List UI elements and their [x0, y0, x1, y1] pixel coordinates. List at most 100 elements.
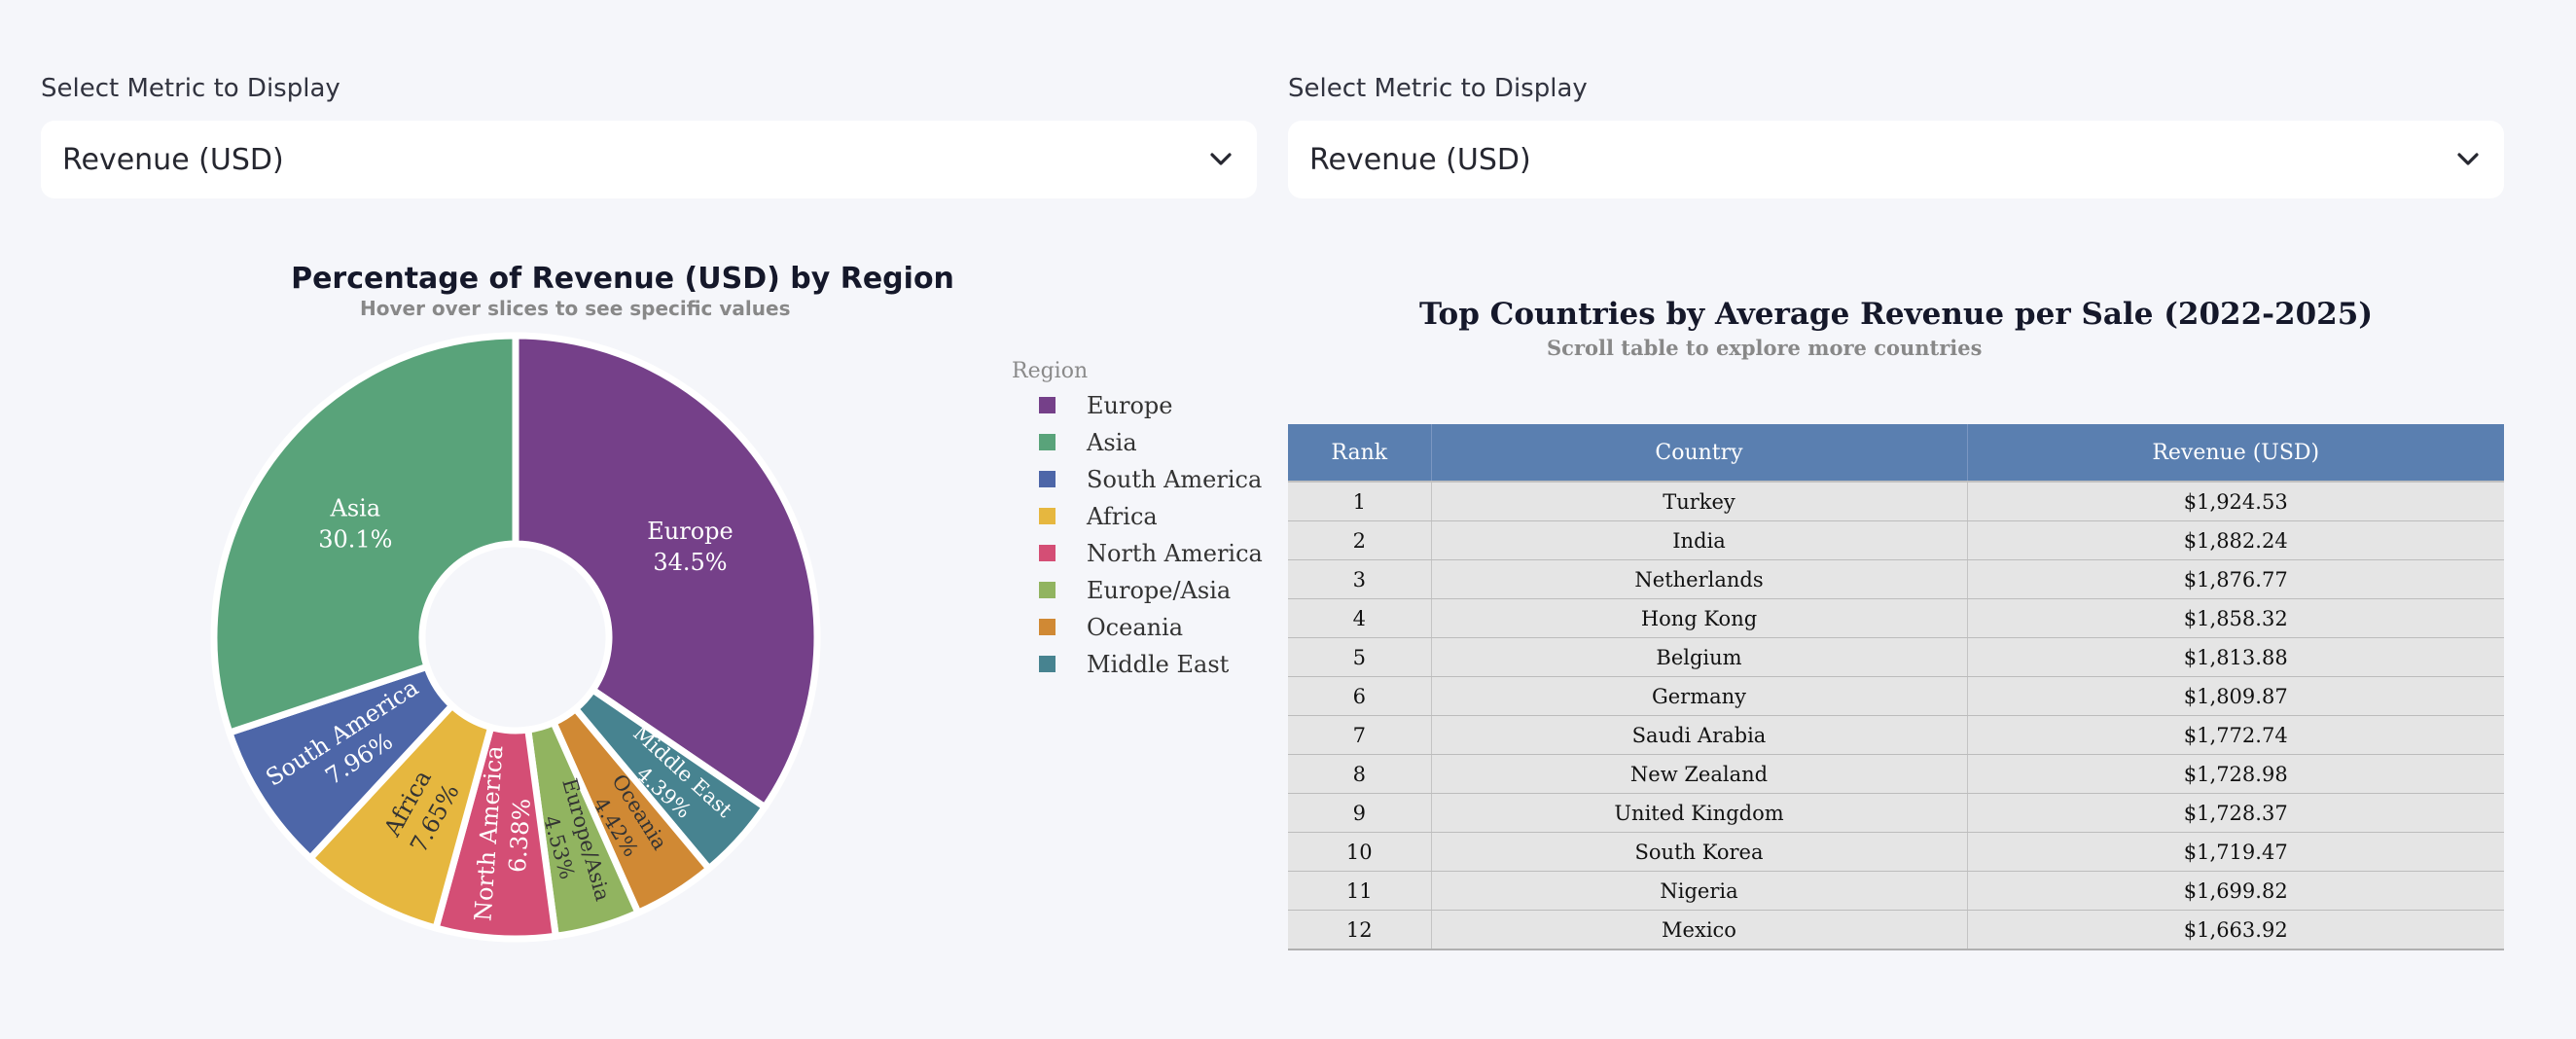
metric-select-left[interactable]: Revenue (USD) [41, 121, 1257, 198]
cell-revenue: $1,719.47 [1967, 832, 2504, 872]
slice-label: Asia 30.1% [318, 494, 392, 553]
cell-rank: 10 [1288, 832, 1432, 872]
legend-item-north-america[interactable]: North America [1039, 540, 1263, 567]
table-row[interactable]: 9 United Kingdom $1,728.37 [1288, 793, 2504, 833]
cell-rank: 7 [1288, 715, 1432, 755]
legend-label: Middle East [1087, 651, 1230, 678]
table-row[interactable]: 6 Germany $1,809.87 [1288, 676, 2504, 716]
cell-rank: 12 [1288, 910, 1432, 950]
legend-item-asia[interactable]: Asia [1039, 429, 1137, 456]
slice-label-percent: 6.38% [504, 798, 536, 874]
legend-label: Europe [1087, 392, 1172, 419]
table-subtitle: Scroll table to explore more countries [1547, 336, 1983, 360]
legend-item-africa[interactable]: Africa [1039, 503, 1158, 530]
cell-rank: 11 [1288, 871, 1432, 911]
cell-country: India [1431, 520, 1968, 560]
cell-country: United Kingdom [1431, 793, 1968, 833]
chevron-down-icon [1206, 145, 1235, 174]
table-row[interactable]: 4 Hong Kong $1,858.32 [1288, 598, 2504, 638]
chevron-down-icon [2453, 145, 2483, 174]
cell-revenue: $1,882.24 [1967, 520, 2504, 560]
cell-rank: 5 [1288, 637, 1432, 677]
cell-revenue: $1,728.37 [1967, 793, 2504, 833]
metric-select-value: Revenue (USD) [62, 142, 284, 177]
legend-label: South America [1087, 466, 1262, 493]
table-row[interactable]: 7 Saudi Arabia $1,772.74 [1288, 715, 2504, 755]
cell-country: Netherlands [1431, 559, 1968, 599]
legend-item-oceania[interactable]: Oceania [1039, 614, 1183, 641]
pie-slice-asia[interactable] [210, 332, 519, 737]
cell-country: New Zealand [1431, 754, 1968, 794]
column-header-revenue[interactable]: Revenue (USD) [1967, 424, 2504, 482]
legend-item-south-america[interactable]: South America [1039, 466, 1262, 493]
metric-select-value: Revenue (USD) [1309, 142, 1531, 177]
legend-swatch [1039, 397, 1055, 413]
legend-swatch [1039, 582, 1055, 598]
region-donut-chart: Percentage of Revenue (USD) by Region Ho… [0, 243, 1284, 973]
legend-label: Asia [1086, 429, 1137, 456]
column-header-rank[interactable]: Rank [1288, 424, 1432, 482]
legend-title: Region [1012, 359, 1088, 383]
metric-select-label-left: Select Metric to Display [41, 74, 340, 103]
metric-select-right[interactable]: Revenue (USD) [1288, 121, 2504, 198]
table-row[interactable]: 1 Turkey $1,924.53 [1288, 481, 2504, 521]
cell-rank: 4 [1288, 598, 1432, 638]
legend-swatch [1039, 434, 1055, 450]
legend-label: Europe/Asia [1087, 577, 1231, 604]
legend-swatch [1039, 656, 1055, 672]
chart-subtitle: Hover over slices to see specific values [360, 297, 790, 320]
cell-rank: 8 [1288, 754, 1432, 794]
legend-swatch [1039, 471, 1055, 487]
cell-revenue: $1,858.32 [1967, 598, 2504, 638]
table-row[interactable]: 12 Mexico $1,663.92 [1288, 910, 2504, 950]
table-header-row: Rank Country Revenue (USD) [1288, 424, 2504, 482]
cell-rank: 9 [1288, 793, 1432, 833]
cell-rank: 1 [1288, 481, 1432, 521]
cell-country: Germany [1431, 676, 1968, 716]
cell-revenue: $1,813.88 [1967, 637, 2504, 677]
metric-select-label-right: Select Metric to Display [1288, 74, 1588, 103]
cell-revenue: $1,876.77 [1967, 559, 2504, 599]
slice-label-percent: 34.5% [653, 549, 727, 576]
cell-revenue: $1,772.74 [1967, 715, 2504, 755]
slice-label-name: Europe [647, 518, 733, 545]
cell-country: South Korea [1431, 832, 1968, 872]
table-row[interactable]: 11 Nigeria $1,699.82 [1288, 871, 2504, 911]
table-row[interactable]: 3 Netherlands $1,876.77 [1288, 559, 2504, 599]
legend-label: Oceania [1087, 614, 1183, 641]
cell-country: Mexico [1431, 910, 1968, 950]
table-row[interactable]: 10 South Korea $1,719.47 [1288, 832, 2504, 872]
legend-swatch [1039, 508, 1055, 524]
legend-swatch [1039, 619, 1055, 635]
top-countries-table[interactable]: Rank Country Revenue (USD) 1 Turkey $1,924… [1288, 424, 2504, 950]
slice-label: Europe 34.5% [647, 518, 733, 576]
cell-revenue: $1,924.53 [1967, 481, 2504, 521]
slice-label-percent: 30.1% [318, 525, 392, 553]
cell-country: Hong Kong [1431, 598, 1968, 638]
legend-item-middle-east[interactable]: Middle East [1039, 651, 1230, 678]
slice-label-name: Asia [329, 494, 380, 521]
cell-country: Turkey [1431, 481, 1968, 521]
chart-title: Percentage of Revenue (USD) by Region [291, 262, 954, 296]
legend-item-europe-asia[interactable]: Europe/Asia [1039, 577, 1231, 604]
cell-country: Saudi Arabia [1431, 715, 1968, 755]
table-row[interactable]: 5 Belgium $1,813.88 [1288, 637, 2504, 677]
table-row[interactable]: 8 New Zealand $1,728.98 [1288, 754, 2504, 794]
cell-revenue: $1,663.92 [1967, 910, 2504, 950]
cell-revenue: $1,809.87 [1967, 676, 2504, 716]
column-header-country[interactable]: Country [1431, 424, 1968, 482]
legend-label: North America [1087, 540, 1263, 567]
cell-revenue: $1,728.98 [1967, 754, 2504, 794]
cell-rank: 3 [1288, 559, 1432, 599]
cell-rank: 2 [1288, 520, 1432, 560]
table-title: Top Countries by Average Revenue per Sal… [1419, 297, 2373, 332]
cell-country: Nigeria [1431, 871, 1968, 911]
legend-swatch [1039, 545, 1055, 561]
legend-label: Africa [1086, 503, 1158, 530]
pie-slice-africa[interactable] [305, 700, 495, 933]
legend-item-europe[interactable]: Europe [1039, 392, 1172, 419]
pie-slice-europe[interactable] [512, 332, 821, 812]
cell-rank: 6 [1288, 676, 1432, 716]
table-row[interactable]: 2 India $1,882.24 [1288, 520, 2504, 560]
cell-country: Belgium [1431, 637, 1968, 677]
